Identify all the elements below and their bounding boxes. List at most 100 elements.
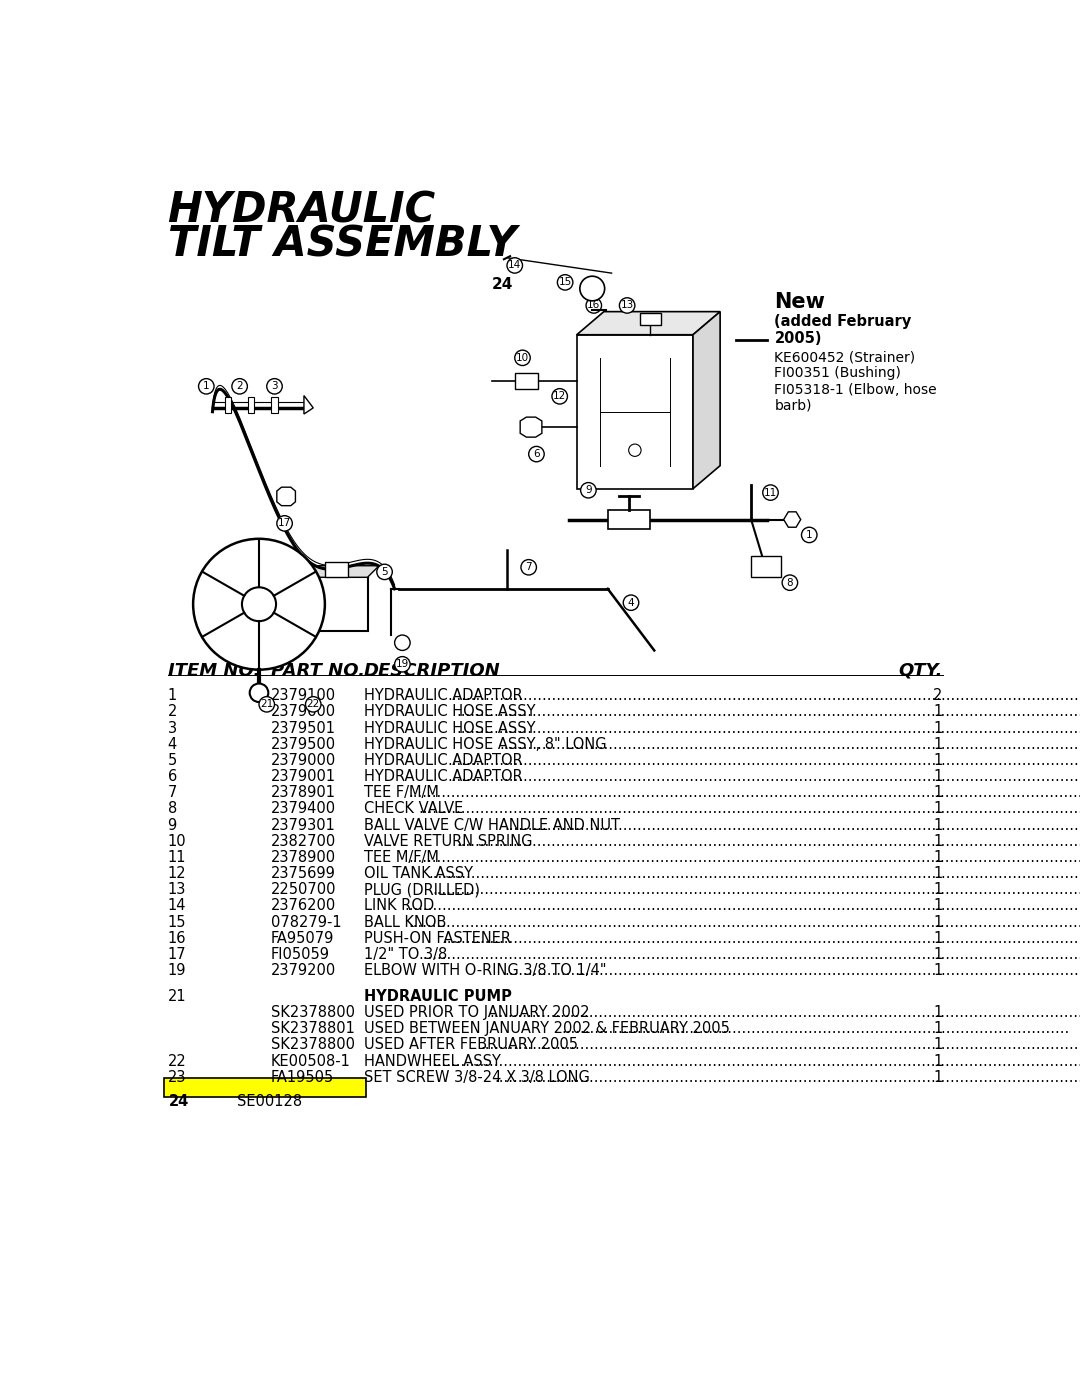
Text: ................................................................................: ........................................…	[504, 963, 1080, 978]
Text: HANDWHEEL ASSY: HANDWHEEL ASSY	[364, 1053, 500, 1069]
Text: ................................................................................: ........................................…	[499, 736, 1080, 752]
Text: 22: 22	[167, 1053, 187, 1069]
Text: 1: 1	[167, 689, 177, 703]
Circle shape	[306, 697, 321, 712]
Text: 1: 1	[933, 768, 943, 784]
Bar	[248, 397, 255, 412]
Circle shape	[552, 388, 567, 404]
Text: TEE M/F/M: TEE M/F/M	[364, 849, 438, 865]
Text: 1: 1	[933, 736, 943, 752]
Text: ................................................................................: ........................................…	[433, 1053, 1080, 1069]
Text: FI05059: FI05059	[271, 947, 329, 963]
Text: HYDRAULIC ADAPTOR: HYDRAULIC ADAPTOR	[364, 689, 523, 703]
Text: PUSH-ON FASTENER: PUSH-ON FASTENER	[364, 930, 511, 946]
Text: 15: 15	[558, 278, 571, 288]
Circle shape	[581, 482, 596, 497]
Text: ................................................................................: ........................................…	[409, 849, 1080, 865]
Text: 2375699: 2375699	[271, 866, 336, 882]
Text: 21: 21	[260, 700, 273, 710]
Text: ................................................................................: ........................................…	[418, 947, 1080, 963]
Text: 8: 8	[167, 802, 177, 816]
Text: 13: 13	[167, 882, 186, 897]
Text: 1: 1	[933, 898, 943, 914]
Text: 078279-1: 078279-1	[271, 915, 341, 929]
Text: FA95079: FA95079	[271, 930, 334, 946]
Text: 4: 4	[167, 736, 177, 752]
Text: USED BETWEEN JANUARY 2002 & FEBRUARY 2005: USED BETWEEN JANUARY 2002 & FEBRUARY 200…	[364, 1021, 729, 1037]
Text: 2379200: 2379200	[271, 963, 336, 978]
Text: 19: 19	[167, 963, 186, 978]
Circle shape	[521, 560, 537, 576]
Text: ................................................................................: ........................................…	[418, 802, 1080, 816]
Polygon shape	[577, 312, 720, 335]
Text: BALL VALVE C/W HANDLE AND NUT: BALL VALVE C/W HANDLE AND NUT	[364, 817, 620, 833]
Text: LINK ROD: LINK ROD	[364, 898, 434, 914]
Text: (added February
2005): (added February 2005)	[774, 314, 912, 346]
Text: KE600452 (Strainer)
FI00351 (Bushing)
FI05318-1 (Elbow, hose
barb): KE600452 (Strainer) FI00351 (Bushing) FI…	[774, 351, 937, 412]
Circle shape	[529, 447, 544, 462]
Text: SK2378800: SK2378800	[271, 1004, 354, 1020]
Text: New: New	[774, 292, 825, 313]
Text: ................................................................................: ........................................…	[409, 785, 1080, 800]
Polygon shape	[325, 562, 348, 577]
Circle shape	[762, 485, 779, 500]
Text: ................................................................................: ........................................…	[481, 1038, 1080, 1052]
Text: 1: 1	[933, 802, 943, 816]
Text: 13: 13	[621, 300, 634, 310]
Text: 2376200: 2376200	[271, 898, 336, 914]
Text: 10: 10	[516, 353, 529, 363]
Text: 3: 3	[271, 381, 278, 391]
Text: PLUG (DRILLED): PLUG (DRILLED)	[364, 882, 480, 897]
Text: 2382700: 2382700	[271, 834, 336, 849]
Text: ................................................................................: ........................................…	[495, 1070, 1080, 1085]
Text: 1: 1	[806, 529, 812, 539]
Text: 9: 9	[585, 485, 592, 496]
Text: 1: 1	[933, 785, 943, 800]
Text: DESCRIPTION: DESCRIPTION	[364, 662, 500, 680]
Bar	[608, 510, 650, 529]
Text: OIL TANK ASSY: OIL TANK ASSY	[364, 866, 473, 882]
Text: 11: 11	[167, 849, 186, 865]
Text: 22: 22	[307, 700, 320, 710]
Text: HYDRAULIC ADAPTOR: HYDRAULIC ADAPTOR	[364, 753, 523, 768]
Circle shape	[394, 636, 410, 651]
Polygon shape	[784, 511, 800, 527]
Circle shape	[249, 683, 268, 703]
Text: ................................................................................: ........................................…	[428, 866, 1080, 882]
Text: 2378900: 2378900	[271, 849, 336, 865]
Text: 1: 1	[933, 817, 943, 833]
Text: HYDRAULIC PUMP: HYDRAULIC PUMP	[364, 989, 512, 1004]
Circle shape	[619, 298, 635, 313]
Text: 24: 24	[491, 277, 513, 292]
Text: 14: 14	[508, 260, 522, 271]
Text: ELBOW WITH O-RING 3/8 TO 1/4": ELBOW WITH O-RING 3/8 TO 1/4"	[364, 963, 606, 978]
Text: 1: 1	[933, 963, 943, 978]
Circle shape	[267, 379, 282, 394]
Text: ................................................................................: ........................................…	[457, 834, 1080, 849]
Text: 15: 15	[167, 915, 186, 929]
Text: 1: 1	[203, 381, 210, 391]
Circle shape	[782, 576, 798, 591]
Text: 10: 10	[167, 834, 186, 849]
Text: CHECK VALVE: CHECK VALVE	[364, 802, 463, 816]
Text: ................................................................................: ........................................…	[433, 882, 1080, 897]
Text: HYDRAULIC HOSE ASSY: HYDRAULIC HOSE ASSY	[364, 704, 535, 719]
Text: 1: 1	[933, 834, 943, 849]
Circle shape	[199, 379, 214, 394]
Text: 8: 8	[786, 578, 793, 588]
Text: 16: 16	[588, 300, 600, 310]
Text: QTY.: QTY.	[899, 662, 943, 680]
Bar	[298, 577, 367, 631]
Text: SET SCREW 3/8-24 X 3/8 LONG: SET SCREW 3/8-24 X 3/8 LONG	[364, 1070, 590, 1085]
Text: HYDRAULIC HOSE ASSY, 8" LONG: HYDRAULIC HOSE ASSY, 8" LONG	[364, 736, 606, 752]
Text: TEE F/M/M: TEE F/M/M	[364, 785, 438, 800]
Text: SE00128: SE00128	[238, 1094, 302, 1109]
Text: 12: 12	[167, 866, 186, 882]
Bar	[515, 373, 538, 388]
Text: 9: 9	[167, 817, 177, 833]
Text: 3: 3	[167, 721, 177, 735]
Text: 17: 17	[278, 518, 292, 528]
Text: ................................................................................: ........................................…	[457, 704, 1080, 719]
Text: HYDRAULIC: HYDRAULIC	[167, 190, 435, 232]
Text: ................................................................................: ........................................…	[457, 721, 1080, 735]
